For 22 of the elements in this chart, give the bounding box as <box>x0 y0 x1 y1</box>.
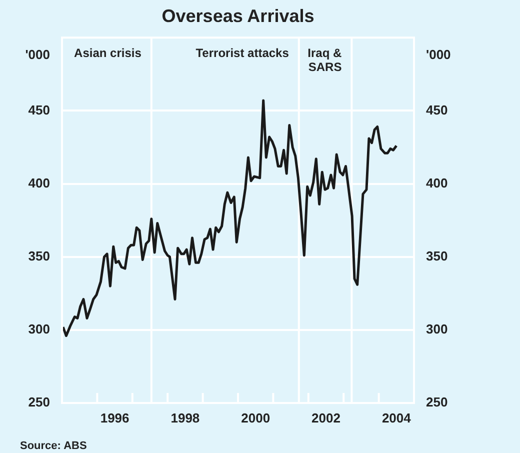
ref-line-label: Terrorist attacks <box>196 46 290 60</box>
y2-tick-label: 300 <box>426 322 448 336</box>
y2-tick-label: 400 <box>426 175 448 190</box>
ref-line-label: Iraq & SARS <box>308 46 342 74</box>
y2-tick-label: 250 <box>426 394 448 410</box>
source-note: Source: ABS <box>20 440 87 452</box>
y-tick-label: 300 <box>28 322 50 336</box>
x-tick-label: 2002 <box>312 410 340 426</box>
y2-axis-title: '000 <box>426 47 451 62</box>
x-tick-label: 1996 <box>100 410 130 426</box>
chart-title: Overseas Arrivals <box>162 6 314 26</box>
y-axis-title: '000 <box>25 47 50 62</box>
y-tick-label: 250 <box>28 394 50 410</box>
x-tick-label: 1998 <box>170 410 200 426</box>
y2-tick-label: 450 <box>426 102 448 118</box>
y-tick-label: 450 <box>28 102 50 118</box>
y2-tick-label: 350 <box>426 248 448 264</box>
x-tick-label: 2000 <box>241 410 270 426</box>
y-tick-label: 350 <box>28 248 50 264</box>
ref-line-label: Asian crisis <box>74 46 142 60</box>
y-tick-label: 400 <box>28 175 50 190</box>
x-tick-label: 2004 <box>382 410 412 426</box>
